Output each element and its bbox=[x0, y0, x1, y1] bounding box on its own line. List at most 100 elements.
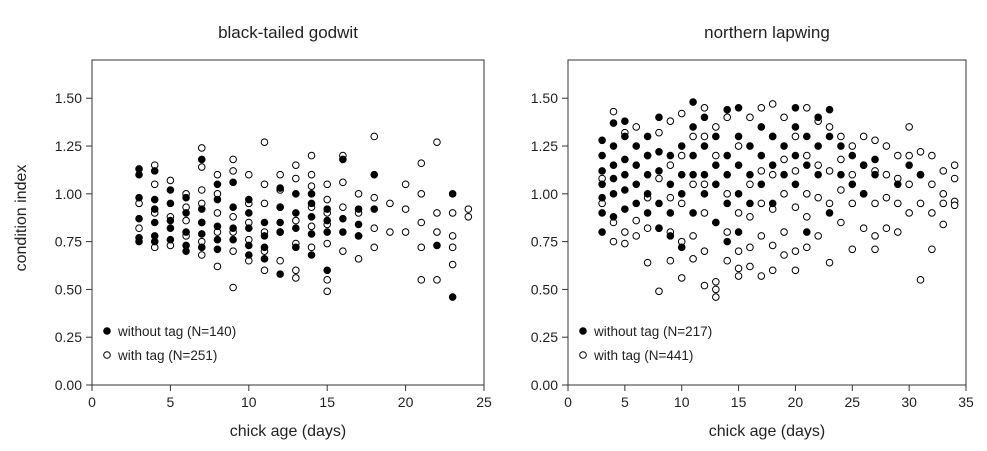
data-point-with-tag bbox=[448, 209, 457, 217]
data-point-with-tag bbox=[791, 167, 800, 175]
data-point-with-tag bbox=[401, 205, 410, 213]
data-point-with-tag bbox=[848, 245, 857, 254]
data-point-without-tag bbox=[260, 218, 269, 227]
data-point-without-tag bbox=[632, 161, 641, 169]
data-point-without-tag bbox=[655, 224, 663, 233]
data-point-without-tag bbox=[655, 167, 663, 175]
data-point-without-tag bbox=[307, 190, 316, 198]
data-point-with-tag bbox=[723, 228, 732, 236]
data-point-without-tag bbox=[859, 161, 868, 169]
y-tick-label: 0.50 bbox=[531, 281, 558, 297]
data-point-without-tag bbox=[354, 205, 363, 213]
data-point-with-tag bbox=[433, 209, 441, 217]
data-point-with-tag bbox=[401, 228, 410, 236]
data-point-without-tag bbox=[848, 180, 857, 189]
data-point-with-tag bbox=[734, 272, 743, 280]
data-point-with-tag bbox=[700, 281, 709, 290]
data-point-with-tag bbox=[655, 174, 663, 183]
data-point-with-tag bbox=[433, 138, 441, 147]
data-point-without-tag bbox=[150, 205, 159, 213]
legend-marker-with-tag bbox=[103, 351, 111, 359]
data-point-without-tag bbox=[655, 113, 663, 122]
data-point-with-tag bbox=[905, 123, 913, 131]
data-point-without-tag bbox=[150, 237, 159, 246]
data-point-without-tag bbox=[197, 230, 206, 238]
data-point-with-tag bbox=[768, 266, 777, 275]
data-point-without-tag bbox=[150, 195, 159, 204]
data-point-with-tag bbox=[197, 144, 206, 152]
data-point-without-tag bbox=[666, 151, 675, 160]
data-point-without-tag bbox=[609, 212, 618, 221]
data-point-with-tag bbox=[757, 199, 766, 208]
data-point-with-tag bbox=[260, 180, 269, 189]
data-point-without-tag bbox=[197, 205, 206, 213]
data-point-with-tag bbox=[893, 199, 902, 208]
data-point-without-tag bbox=[182, 228, 190, 236]
y-tick-label: 1.50 bbox=[55, 90, 82, 106]
data-point-with-tag bbox=[893, 228, 902, 236]
data-point-without-tag bbox=[734, 228, 743, 236]
data-point-with-tag bbox=[448, 232, 457, 240]
data-point-without-tag bbox=[609, 119, 618, 127]
data-point-with-tag bbox=[712, 293, 720, 301]
data-point-without-tag bbox=[621, 170, 629, 179]
data-point-without-tag bbox=[182, 247, 190, 255]
data-point-without-tag bbox=[323, 266, 332, 275]
data-point-without-tag bbox=[757, 180, 766, 189]
data-point-with-tag bbox=[757, 232, 766, 240]
data-point-without-tag bbox=[150, 218, 159, 227]
data-point-with-tag bbox=[780, 113, 788, 122]
data-point-without-tag bbox=[260, 243, 269, 252]
data-point-without-tag bbox=[276, 184, 284, 192]
data-point-without-tag bbox=[632, 180, 641, 189]
data-point-without-tag bbox=[746, 170, 754, 179]
data-point-with-tag bbox=[433, 276, 441, 284]
data-point-with-tag bbox=[689, 132, 697, 141]
data-point-with-tag bbox=[370, 243, 379, 252]
x-tick-label: 5 bbox=[621, 394, 629, 410]
data-point-with-tag bbox=[803, 151, 811, 160]
data-point-without-tag bbox=[245, 209, 253, 217]
data-point-without-tag bbox=[339, 228, 347, 236]
data-point-without-tag bbox=[780, 142, 788, 150]
data-point-with-tag bbox=[213, 209, 222, 217]
data-point-with-tag bbox=[166, 176, 175, 185]
data-point-without-tag bbox=[893, 180, 902, 189]
data-point-with-tag bbox=[928, 180, 936, 189]
data-point-with-tag bbox=[689, 180, 697, 189]
data-point-without-tag bbox=[689, 151, 697, 160]
data-point-without-tag bbox=[197, 243, 206, 252]
data-point-without-tag bbox=[814, 113, 822, 122]
data-point-with-tag bbox=[197, 251, 206, 259]
data-point-without-tag bbox=[323, 228, 332, 236]
data-point-with-tag bbox=[245, 170, 253, 179]
legend-label: without tag (N=140) bbox=[117, 324, 236, 339]
x-tick-label: 15 bbox=[731, 394, 747, 410]
data-point-without-tag bbox=[448, 293, 457, 301]
data-point-without-tag bbox=[182, 193, 190, 202]
data-point-with-tag bbox=[882, 224, 891, 233]
chart-panel-1: black-tailed godwit 0 5 10 15 20 25 0.00 0.25 0.5… bbox=[55, 23, 492, 440]
data-point-with-tag bbox=[791, 247, 800, 255]
data-point-with-tag bbox=[213, 170, 222, 179]
data-point-with-tag bbox=[882, 142, 891, 150]
data-point-without-tag bbox=[848, 151, 857, 160]
data-point-without-tag bbox=[791, 151, 800, 160]
data-point-with-tag bbox=[339, 247, 347, 255]
data-point-without-tag bbox=[700, 190, 709, 198]
data-point-with-tag bbox=[386, 228, 394, 236]
data-point-with-tag bbox=[814, 232, 822, 240]
x-tick-label: 35 bbox=[958, 394, 974, 410]
data-point-with-tag bbox=[689, 232, 697, 240]
data-point-without-tag bbox=[166, 224, 175, 233]
data-point-without-tag bbox=[166, 216, 175, 225]
data-point-without-tag bbox=[339, 155, 347, 164]
data-point-without-tag bbox=[700, 113, 709, 122]
data-point-without-tag bbox=[768, 161, 777, 169]
data-point-with-tag bbox=[655, 287, 663, 296]
data-point-without-tag bbox=[723, 151, 732, 160]
data-point-without-tag bbox=[609, 161, 618, 169]
y-tick-label: 0.75 bbox=[55, 234, 82, 250]
data-point-with-tag bbox=[905, 209, 913, 217]
